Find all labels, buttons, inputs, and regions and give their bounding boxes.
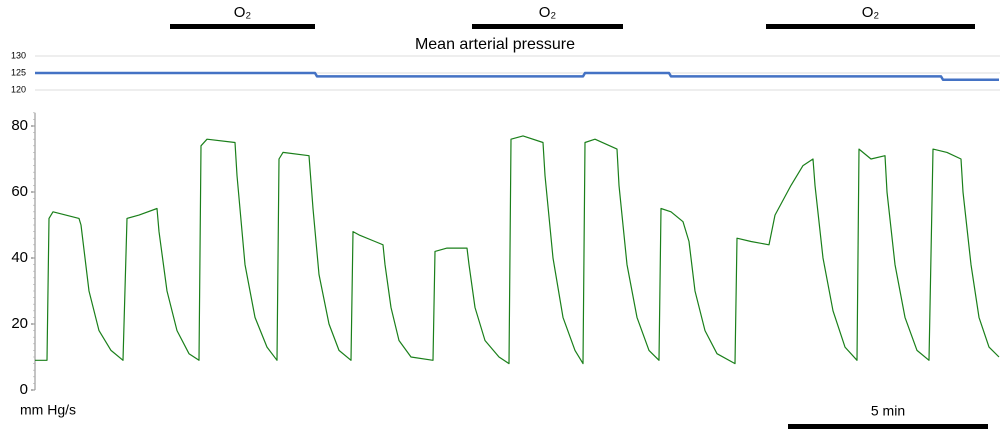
o2-period-bar — [766, 24, 975, 29]
y-tick-label: 0 — [20, 381, 28, 398]
o2-label: O₂ — [862, 4, 880, 21]
y-tick-label: 125 — [11, 67, 26, 77]
y-tick-label: 60 — [11, 183, 28, 200]
o2-period-bar — [472, 24, 623, 29]
o2-label: O₂ — [539, 4, 557, 21]
y-axis-label: mm Hg/s — [20, 402, 76, 418]
scale-bar — [788, 424, 988, 429]
o2-period-bar — [170, 24, 315, 29]
y-tick-label: 130 — [11, 50, 26, 60]
y-tick-label: 20 — [11, 315, 28, 332]
o2-label: O₂ — [234, 4, 252, 21]
y-tick-label: 40 — [11, 249, 28, 266]
data-line — [35, 71, 999, 82]
y-tick-label: 120 — [11, 84, 26, 94]
y-tick-label: 80 — [11, 117, 28, 134]
data-line — [35, 135, 1000, 365]
chart-title: Mean arterial pressure — [415, 36, 575, 53]
scale-bar-label: 5 min — [871, 403, 905, 419]
